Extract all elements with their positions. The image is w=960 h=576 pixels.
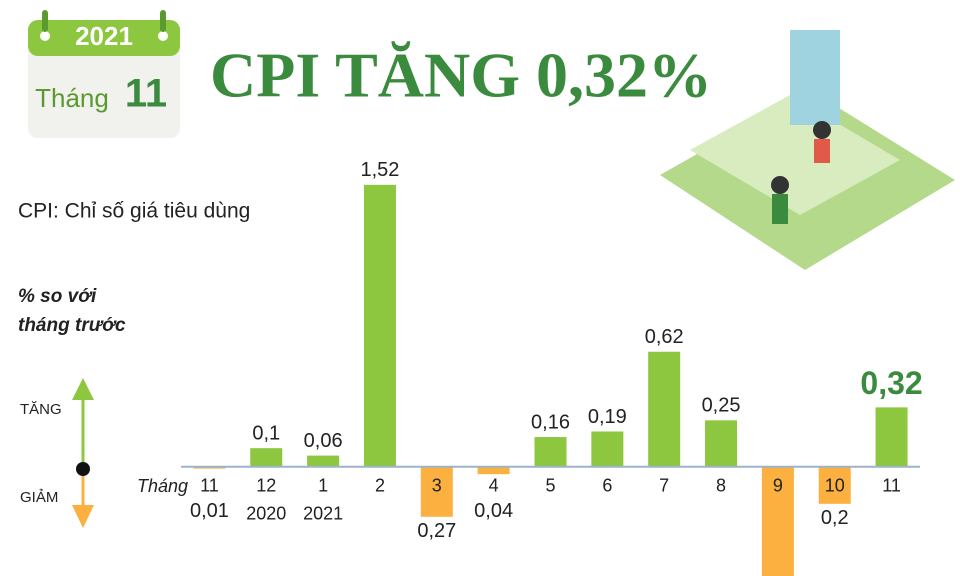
ring [160,10,166,32]
x-tick-label: 8 [716,475,726,495]
x-tick-label: 3 [432,475,442,495]
x-tick-label: 1 [318,475,328,495]
x-year-label: 2020 [246,503,286,523]
bar [591,431,624,467]
calendar-header [28,20,180,56]
bar [250,448,283,467]
bar [534,437,567,467]
data-label: 0,06 [304,430,343,452]
data-label: 0,32 [860,365,922,401]
x-tick-label: 11 [200,475,219,495]
calendar: 2021 Tháng 11 [28,10,180,138]
x-tick-label: 12 [256,475,276,495]
down-arrow [72,505,94,528]
x-tick-label: 7 [659,475,669,495]
x-tick-label: 9 [773,475,783,495]
bar [477,466,510,475]
counter [690,95,900,215]
data-label: 1,52 [360,159,399,181]
calendar-month: 11 [125,72,167,116]
up-arrow [72,378,94,400]
data-label: 0,01 [190,500,229,522]
calendar-year: 2021 [75,21,133,51]
data-label: 0,16 [531,411,570,433]
bar [818,466,851,504]
bar [705,420,738,467]
unit-label: tháng trước [18,315,126,336]
data-label: 0,2 [821,507,849,529]
illustration [660,30,955,270]
bar [648,351,681,467]
data-label: 0,25 [702,395,741,417]
ring [158,31,168,41]
person [772,194,788,224]
x-tick-label: 2 [375,475,385,495]
ring [42,10,48,32]
x-tick-label: 10 [825,475,845,495]
person [771,176,789,194]
data-label: 0,62 [645,326,684,348]
x-tick-label: 11 [882,475,901,495]
calendar-label: Tháng [35,83,109,113]
data-label: 0,19 [588,406,627,428]
person [813,121,831,139]
x-tick-label: 4 [489,475,499,495]
ring [40,31,50,41]
chart-title: CPI TĂNG 0,32% [210,40,712,111]
bar [875,407,908,467]
x-tick-label: 5 [545,475,555,495]
data-label: 0,27 [417,520,456,542]
bar [363,184,396,467]
unit-label: % so với [18,286,97,307]
person [814,139,830,163]
bar [307,455,340,467]
bar [420,466,453,517]
x-tick-label: 6 [602,475,612,495]
x-year-label: 2021 [303,503,343,523]
subtitle: CPI: Chỉ số giá tiêu dùng [18,200,250,223]
bar [761,466,794,576]
data-label: 0,04 [474,500,513,522]
data-label: 0,1 [252,422,280,444]
down-label: GIẢM [20,489,58,506]
x-axis-label: Tháng [137,476,188,496]
fridge [790,30,840,125]
up-label: TĂNG [20,401,62,418]
origin-dot [76,462,90,476]
